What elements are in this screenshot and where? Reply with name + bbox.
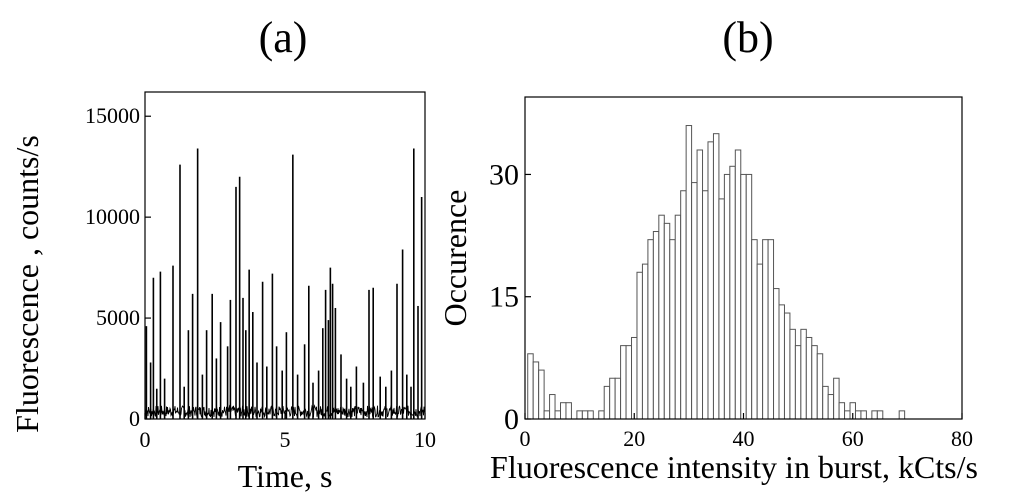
panel-a-x-tick-label: 5 xyxy=(280,427,291,452)
panel-b-y-tick-label: 0 xyxy=(504,403,519,436)
panel-b-bar xyxy=(708,142,713,419)
panel-b-bar xyxy=(550,395,555,419)
panel-b-bar xyxy=(828,395,833,419)
panel-b-x-tick-label: 40 xyxy=(733,426,755,451)
panel-b-bar xyxy=(621,346,626,419)
panel-a-ticks: 0 5 10 0 5000 10000 15000 xyxy=(85,103,436,452)
panel-b-bar xyxy=(577,411,582,419)
panel-b-bar xyxy=(877,411,882,419)
panel-b-bar xyxy=(659,215,664,419)
panel-b-bar xyxy=(528,354,533,419)
panel-b-bar xyxy=(610,378,615,419)
panel-b-histogram: (b) 0 20 40 60 80 0 15 30 Fluorescence intensit… xyxy=(437,13,978,485)
panel-b-bar xyxy=(735,150,740,419)
panel-b-x-tick-label: 80 xyxy=(951,426,973,451)
panel-b-bar xyxy=(779,305,784,419)
panel-b-bar xyxy=(795,346,800,419)
panel-b-bar xyxy=(817,354,822,419)
panel-b-y-axis-label: Occurence xyxy=(437,190,473,327)
panel-b-bar xyxy=(790,329,795,419)
panel-b-bar xyxy=(872,411,877,419)
panel-b-bar xyxy=(566,403,571,419)
panel-b-bar xyxy=(599,411,604,419)
panel-a-y-axis-label: Fluorescence , counts/s xyxy=(9,135,45,433)
panel-a-y-tick-label: 15000 xyxy=(85,103,140,128)
panel-a-timetrace: (a) 0 5 10 0 5000 10000 15000 Time, s Fluoresc… xyxy=(9,13,436,494)
panel-b-bar xyxy=(746,174,751,419)
panel-b-bar xyxy=(845,411,850,419)
panel-b-bar xyxy=(670,240,675,419)
panel-a-x-tick-label: 10 xyxy=(414,427,436,452)
panel-b-bars xyxy=(528,126,905,419)
panel-b-bar xyxy=(730,166,735,419)
panel-b-bar xyxy=(561,403,566,419)
panel-a-x-axis-label: Time, s xyxy=(238,458,333,494)
panel-b-bar xyxy=(615,378,620,419)
panel-b-bar xyxy=(686,126,691,419)
panel-b-bar xyxy=(801,329,806,419)
panel-b-bar xyxy=(555,411,560,419)
panel-b-y-tick-label: 30 xyxy=(489,158,519,191)
panel-b-bar xyxy=(812,346,817,419)
panel-b-bar xyxy=(768,240,773,419)
panel-a-spikes xyxy=(145,149,425,419)
panel-b-bar xyxy=(626,346,631,419)
panel-b-x-axis-label: Fluorescence intensity in burst, kCts/s xyxy=(490,449,978,485)
panel-b-y-tick-label: 15 xyxy=(489,281,519,314)
panel-b-bar xyxy=(774,289,779,419)
panel-a-label: (a) xyxy=(259,13,308,62)
panel-b-bar xyxy=(539,370,544,419)
panel-a-y-tick-label: 10000 xyxy=(85,204,140,229)
panel-b-bar xyxy=(834,378,839,419)
panel-b-bar xyxy=(533,362,538,419)
panel-b-bar xyxy=(648,240,653,419)
panel-a-plot-frame xyxy=(145,92,425,419)
panel-b-bar xyxy=(664,223,669,419)
panel-b-bar xyxy=(697,150,702,419)
panel-b-bar xyxy=(724,174,729,419)
panel-b-bar xyxy=(637,272,642,419)
panel-b-bar xyxy=(741,174,746,419)
panel-b-bar xyxy=(757,264,762,419)
panel-b-x-tick-label: 20 xyxy=(623,426,645,451)
panel-b-bar xyxy=(839,403,844,419)
panel-b-bar xyxy=(823,386,828,419)
panel-b-bar xyxy=(544,411,549,419)
panel-b-bar xyxy=(899,411,904,419)
panel-b-bar xyxy=(642,264,647,419)
panel-b-label: (b) xyxy=(722,13,773,62)
panel-b-bar xyxy=(582,411,587,419)
panel-b-bar xyxy=(861,411,866,419)
panel-b-x-tick-label: 0 xyxy=(520,426,531,451)
panel-b-bar xyxy=(713,134,718,419)
panel-b-bar xyxy=(692,183,697,419)
panel-b-bar xyxy=(855,411,860,419)
panel-a-x-tick-label: 0 xyxy=(140,427,151,452)
panel-b-bar xyxy=(763,240,768,419)
panel-b-bar xyxy=(806,337,811,419)
panel-b-bar xyxy=(752,240,757,419)
panel-b-x-tick-label: 60 xyxy=(842,426,864,451)
panel-b-bar xyxy=(675,215,680,419)
panel-b-bar xyxy=(719,199,724,419)
panel-b-bar xyxy=(604,386,609,419)
panel-b-bar xyxy=(784,313,789,419)
panel-b-bar xyxy=(588,411,593,419)
panel-b-bar xyxy=(681,191,686,419)
panel-b-bar xyxy=(653,232,658,419)
panel-b-bar xyxy=(703,191,708,419)
panel-a-y-tick-label: 0 xyxy=(129,406,140,431)
panel-b-bar xyxy=(632,337,637,419)
panel-a-y-tick-label: 5000 xyxy=(96,305,140,330)
